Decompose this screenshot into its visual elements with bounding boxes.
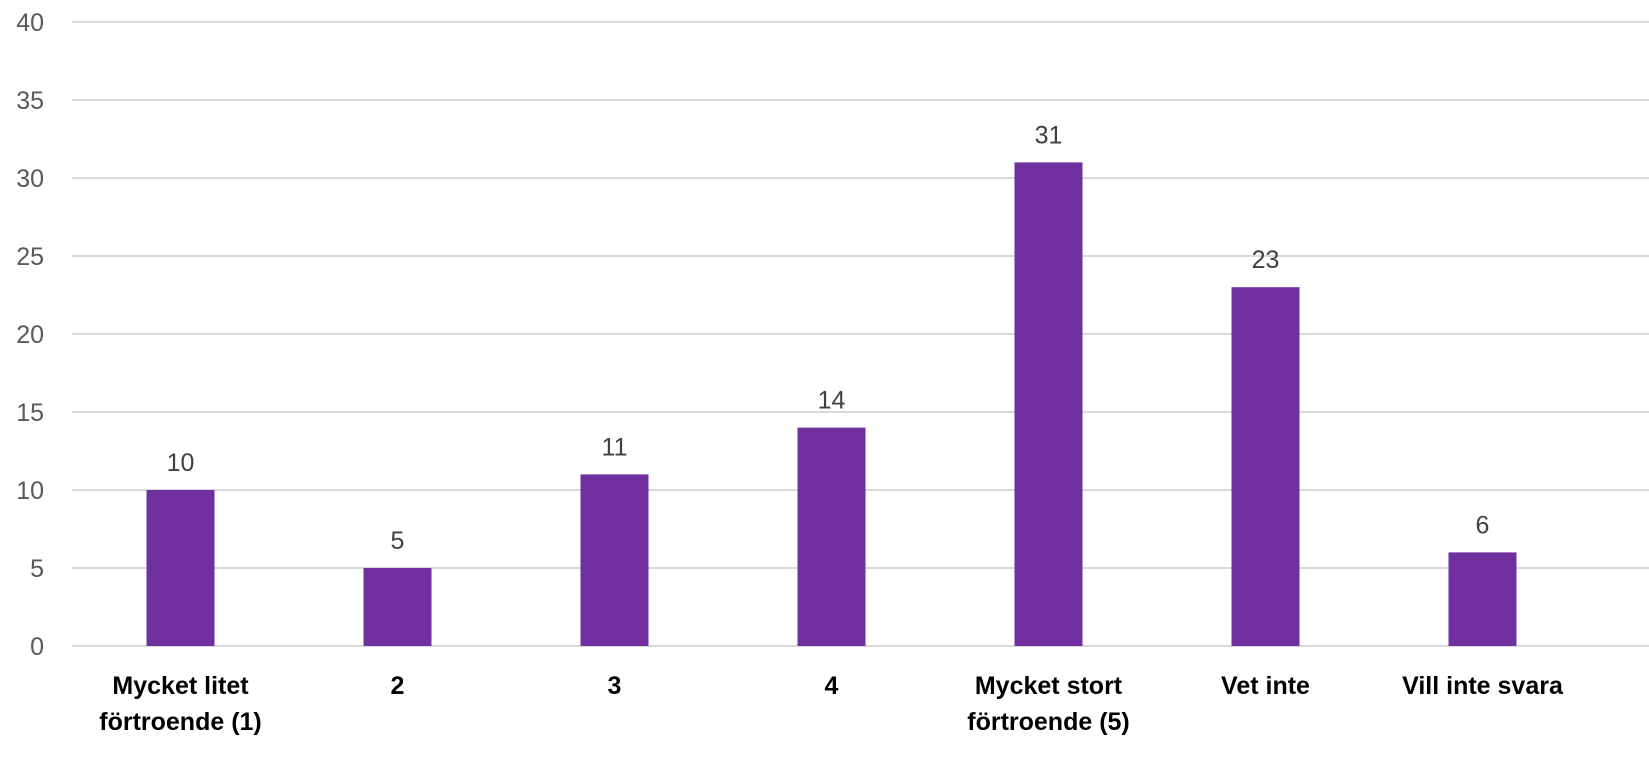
y-tick-label-30: 30 <box>16 165 44 193</box>
bar-2 <box>363 568 432 646</box>
category-label-line: 3 <box>608 672 622 700</box>
category-label-4: 4 <box>825 672 839 700</box>
gridlines <box>72 21 1649 647</box>
data-label-3: 11 <box>602 433 628 461</box>
bar-4 <box>797 427 866 646</box>
category-label-line: förtroende (5) <box>967 708 1130 736</box>
data-label-1: 10 <box>167 449 195 477</box>
bar-6 <box>1231 287 1300 646</box>
bar-1 <box>146 490 215 646</box>
category-label-6: Vet inte <box>1221 672 1310 700</box>
category-label-1: Mycket litet förtroende (1) <box>99 672 262 736</box>
y-tick-label-15: 15 <box>16 399 44 427</box>
category-label-2: 2 <box>391 672 405 700</box>
y-tick-label-25: 25 <box>16 243 44 271</box>
data-labels: 10 5 11 14 31 23 6 <box>167 121 1490 555</box>
x-axis-category-labels: Mycket litet förtroende (1) 2 3 4 Mycket stor… <box>99 672 1564 736</box>
data-label-4: 14 <box>818 387 846 415</box>
category-label-line: Vill inte svara <box>1402 672 1564 700</box>
data-label-2: 5 <box>391 527 405 555</box>
y-tick-label-0: 0 <box>30 633 44 661</box>
y-tick-label-5: 5 <box>30 555 44 583</box>
category-label-7: Vill inte svara <box>1402 672 1564 700</box>
y-tick-label-35: 35 <box>16 87 44 115</box>
y-tick-label-40: 40 <box>16 9 44 37</box>
data-label-7: 6 <box>1476 511 1490 539</box>
category-label-3: 3 <box>608 672 622 700</box>
bars <box>146 162 1517 646</box>
category-label-line: Vet inte <box>1221 672 1310 700</box>
category-label-5: Mycket stort förtroende (5) <box>967 672 1130 736</box>
y-tick-label-20: 20 <box>16 321 44 349</box>
category-label-line: förtroende (1) <box>99 708 262 736</box>
category-label-line: Mycket litet <box>112 672 249 700</box>
y-tick-label-10: 10 <box>16 477 44 505</box>
bar-5 <box>1014 162 1083 646</box>
category-label-line: 4 <box>825 672 839 700</box>
data-label-5: 31 <box>1035 121 1063 149</box>
data-label-6: 23 <box>1252 246 1280 274</box>
bar-3 <box>580 474 649 646</box>
category-label-line: Mycket stort <box>975 672 1123 700</box>
bar-7 <box>1448 552 1517 646</box>
y-axis-tick-labels: 0 5 10 15 20 25 30 35 40 <box>16 9 44 661</box>
category-label-line: 2 <box>391 672 405 700</box>
